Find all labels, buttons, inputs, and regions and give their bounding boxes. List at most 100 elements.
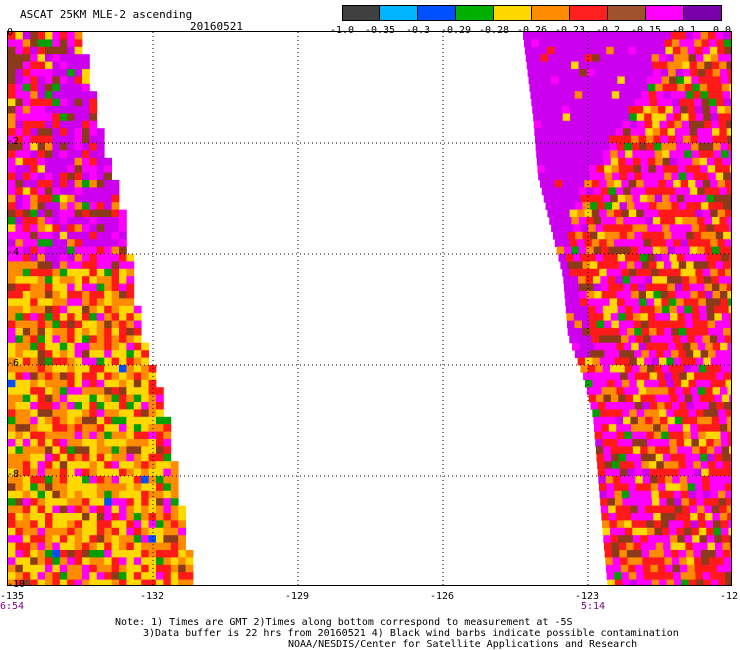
- wind-cell: [59, 165, 68, 173]
- wind-cell: [610, 224, 619, 233]
- longitude-tick-label: -129: [284, 591, 310, 602]
- wind-cell: [671, 231, 680, 240]
- wind-cell: [606, 106, 615, 114]
- wind-cell: [45, 298, 53, 307]
- wind-cell: [592, 379, 601, 388]
- wind-cell: [617, 298, 625, 307]
- wind-cell: [8, 69, 16, 77]
- wind-cell: [126, 439, 135, 447]
- wind-cell: [663, 453, 671, 462]
- wind-cell: [676, 305, 685, 314]
- wind-cell: [646, 76, 655, 85]
- wind-cell: [710, 379, 719, 388]
- wind-cell: [15, 513, 24, 521]
- wind-cell: [552, 172, 561, 181]
- wind-cell: [654, 298, 662, 307]
- colorbar-swatch: [456, 5, 494, 21]
- wind-cell: [672, 106, 681, 114]
- wind-cell: [661, 365, 670, 373]
- wind-cell: [163, 550, 172, 558]
- wind-cell: [30, 135, 38, 144]
- wind-cell: [111, 431, 120, 440]
- wind-cell: [67, 202, 75, 210]
- wind-cell: [59, 564, 68, 573]
- wind-cell: [650, 483, 659, 492]
- wind-cell: [673, 180, 681, 188]
- wind-cell: [575, 328, 583, 336]
- wind-cell: [605, 476, 614, 484]
- wind-cell: [15, 365, 24, 373]
- wind-cell: [96, 172, 105, 181]
- wind-cell: [148, 402, 157, 410]
- wind-cell: [697, 342, 706, 351]
- wind-cell: [96, 483, 105, 492]
- colorbar-tick-label: 0.0: [712, 25, 732, 36]
- wind-cell: [37, 513, 46, 521]
- wind-cell: [119, 261, 127, 270]
- wind-cell: [8, 32, 16, 40]
- wind-cell: [620, 557, 628, 566]
- wind-cell: [96, 550, 105, 558]
- wind-cell: [647, 254, 656, 262]
- wind-cell: [67, 209, 75, 218]
- wind-cell: [704, 505, 713, 514]
- wind-cell: [573, 305, 582, 314]
- wind-cell: [693, 91, 701, 99]
- wind-cell: [725, 379, 731, 388]
- wind-cell: [591, 180, 600, 188]
- wind-cell: [141, 379, 149, 388]
- wind-cell: [22, 335, 31, 344]
- wind-cell: [45, 372, 53, 381]
- wind-cell: [683, 298, 692, 307]
- wind-cell: [697, 135, 706, 144]
- wind-cell: [636, 409, 645, 418]
- wind-cell: [96, 180, 105, 188]
- wind-cell: [22, 409, 31, 418]
- wind-cell: [74, 143, 83, 151]
- wind-cell: [611, 91, 620, 99]
- wind-cell: [637, 416, 646, 425]
- wind-cell: [630, 283, 639, 292]
- wind-cell: [551, 157, 560, 166]
- wind-cell: [30, 172, 38, 181]
- wind-cell: [692, 320, 701, 329]
- wind-cell: [568, 98, 577, 107]
- wind-cell: [59, 46, 68, 55]
- wind-cell: [45, 313, 53, 321]
- wind-cell: [15, 431, 24, 440]
- wind-cell: [726, 246, 731, 255]
- wind-cell: [156, 387, 164, 395]
- wind-cell: [156, 476, 164, 484]
- wind-cell: [609, 342, 617, 351]
- wind-cell: [111, 520, 120, 529]
- wind-cell: [648, 453, 657, 462]
- wind-cell: [614, 54, 623, 62]
- wind-cell: [728, 254, 731, 262]
- wind-cell: [699, 157, 708, 166]
- wind-cell: [592, 120, 601, 129]
- wind-cell: [15, 165, 24, 173]
- wind-cell: [562, 54, 571, 62]
- wind-cell: [119, 468, 127, 477]
- wind-cell: [45, 335, 53, 344]
- wind-cell: [104, 350, 112, 358]
- wind-cell: [700, 231, 709, 240]
- wind-cell: [647, 83, 656, 92]
- wind-cell: [59, 505, 68, 514]
- wind-cell: [163, 498, 172, 506]
- wind-cell: [632, 150, 641, 159]
- wind-cell: [126, 453, 135, 462]
- wind-cell: [59, 365, 68, 373]
- wind-cell: [713, 298, 721, 307]
- wind-cell: [678, 91, 687, 99]
- wind-cell: [67, 98, 75, 107]
- wind-cell: [540, 113, 549, 122]
- wind-cell: [611, 32, 620, 40]
- wind-cell: [74, 550, 83, 558]
- wind-cell: [625, 83, 634, 92]
- wind-cell: [45, 542, 53, 551]
- wind-cell: [584, 46, 592, 55]
- wind-cell: [37, 550, 46, 558]
- wind-cell: [96, 202, 105, 210]
- wind-cell: [658, 46, 666, 55]
